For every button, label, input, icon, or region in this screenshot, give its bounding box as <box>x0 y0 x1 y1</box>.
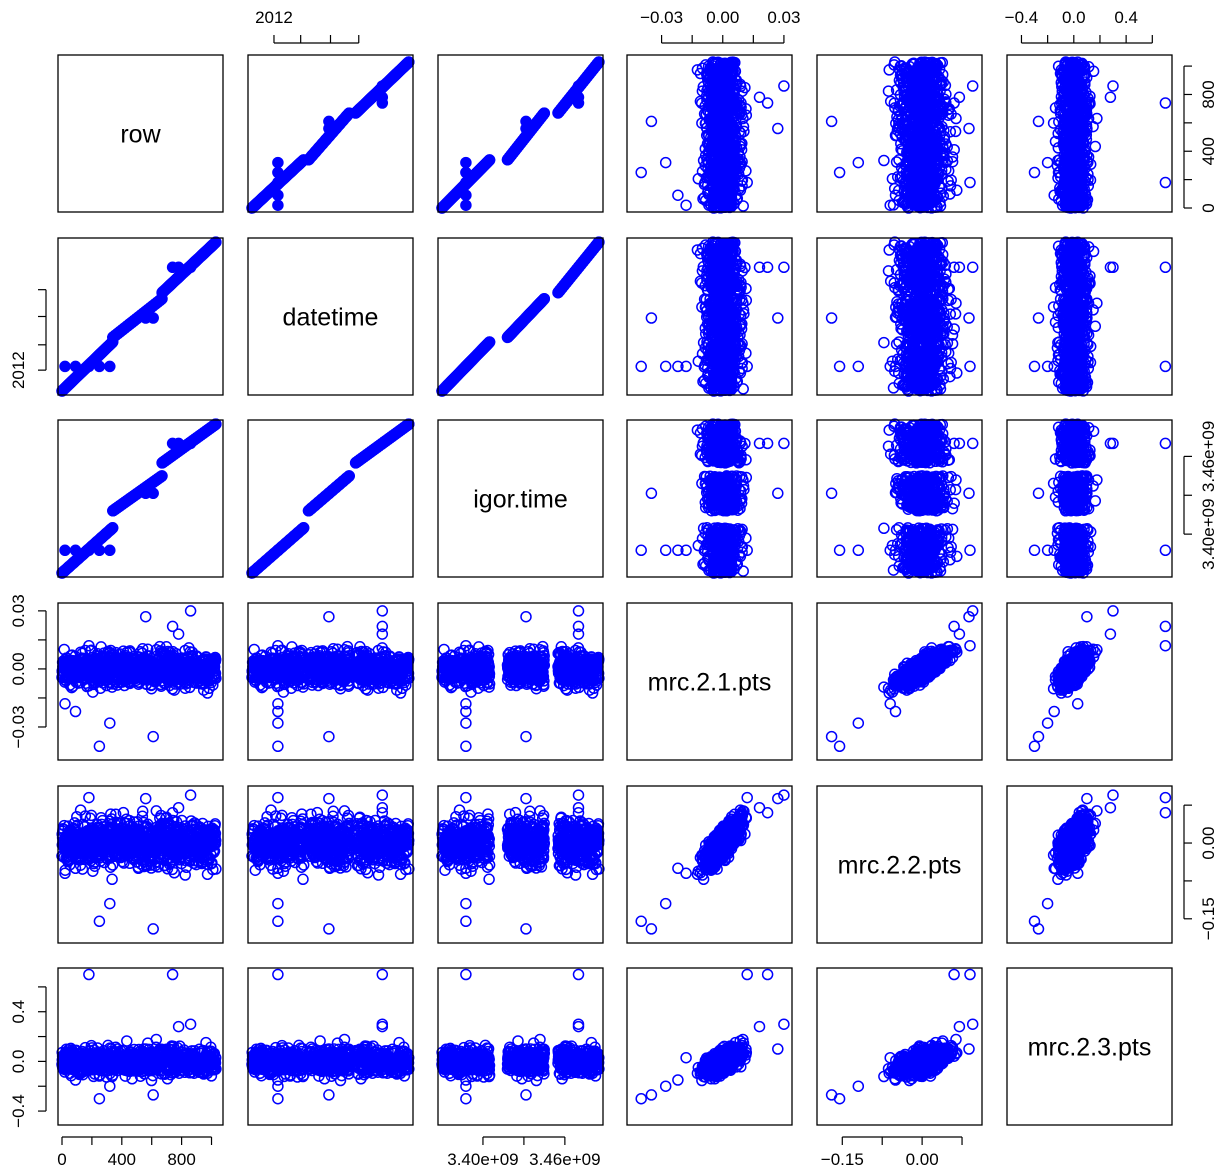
data-point <box>483 154 496 166</box>
data-point <box>963 122 975 135</box>
data-point <box>878 154 890 167</box>
data-point <box>460 199 472 211</box>
panel-row-vs-mrc.2.1.pts <box>635 56 790 214</box>
data-point <box>460 189 472 201</box>
panel-row-vs-mrc.2.3.pts <box>1028 56 1172 214</box>
data-point <box>538 107 551 119</box>
data-point <box>772 122 784 135</box>
data-point <box>1089 140 1102 153</box>
data-point <box>964 176 976 189</box>
data-point <box>376 80 389 92</box>
panel-row-vs-igor.time <box>436 56 605 214</box>
data-point <box>680 199 692 211</box>
data-point <box>833 166 846 179</box>
panel-row-vs-mrc.2.2.pts <box>825 56 979 214</box>
data-point <box>520 115 532 128</box>
data-point <box>403 56 415 68</box>
data-point <box>272 166 284 179</box>
data-point <box>272 189 284 201</box>
data-point <box>376 91 389 104</box>
data-point <box>572 91 585 104</box>
data-point <box>272 176 284 189</box>
data-point <box>460 176 472 189</box>
data-point <box>272 199 284 211</box>
points-layer <box>56 56 1172 1105</box>
data-point <box>659 156 672 169</box>
data-point <box>272 156 284 169</box>
data-point <box>635 166 647 179</box>
data-point <box>966 80 979 92</box>
data-point <box>645 115 658 128</box>
panel-row-vs-datetime <box>246 56 415 214</box>
data-point <box>753 91 766 104</box>
data-point <box>778 80 790 92</box>
data-point <box>852 156 865 169</box>
data-point <box>825 115 838 128</box>
data-point <box>323 115 335 128</box>
data-point <box>460 166 472 179</box>
data-point <box>572 80 585 92</box>
data-point <box>672 189 684 201</box>
data-point <box>460 156 472 169</box>
